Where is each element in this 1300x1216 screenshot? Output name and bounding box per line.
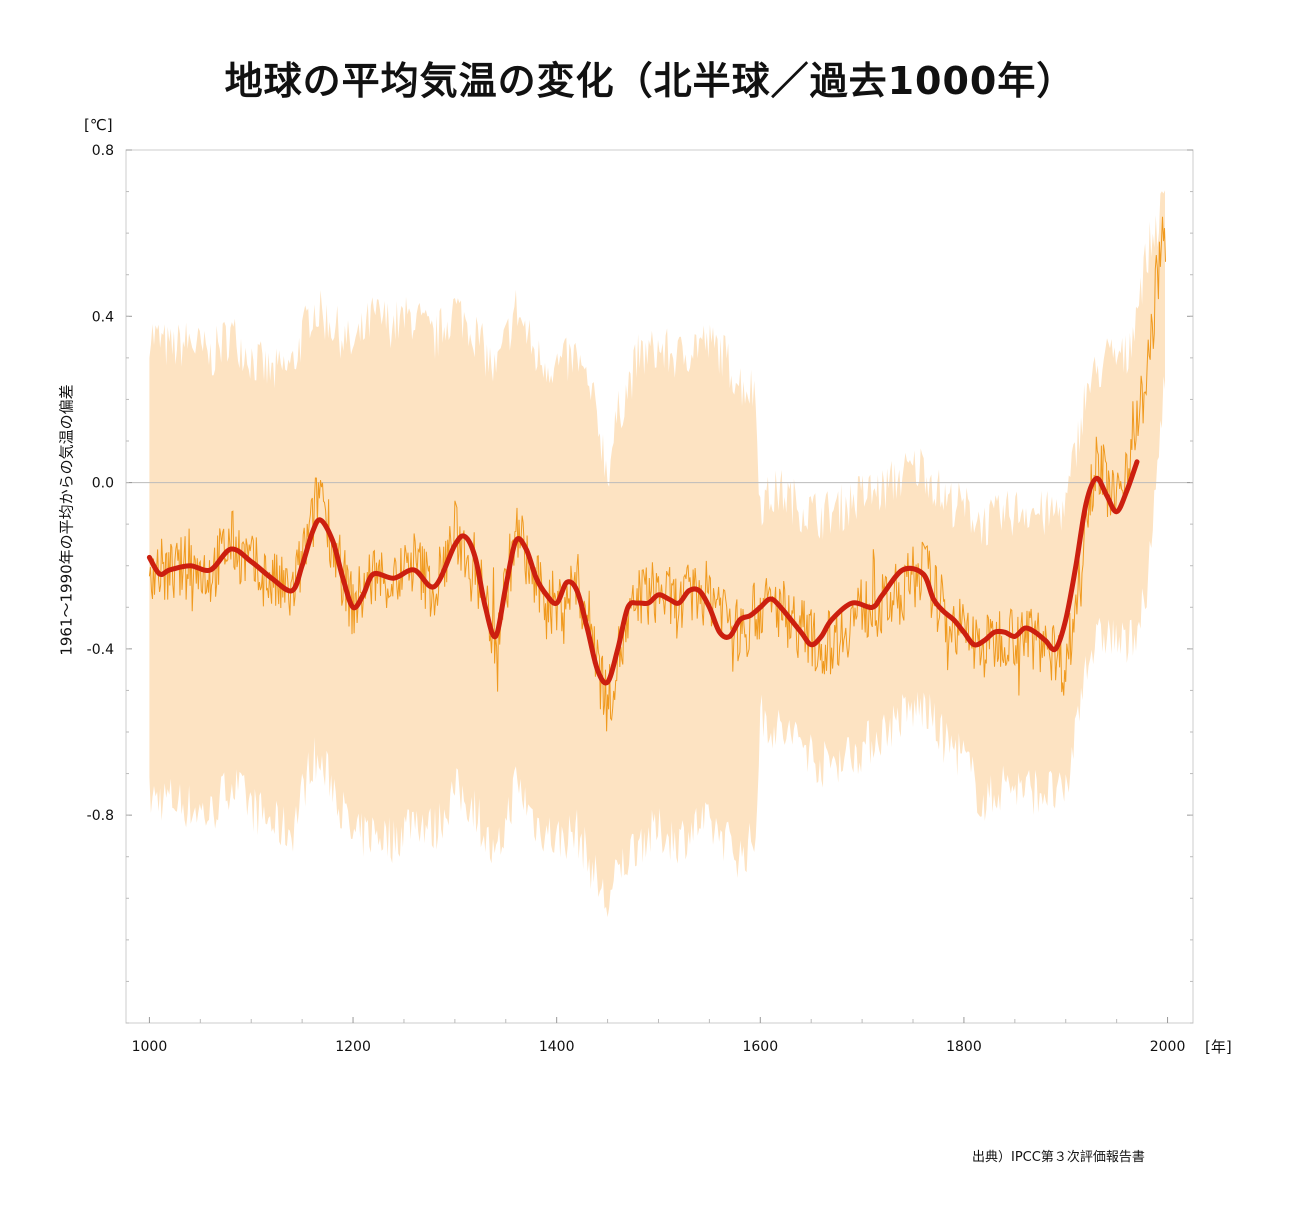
x-tick-label: 1200 [335,1039,371,1055]
x-tick-label: 1600 [742,1039,778,1055]
x-axis-unit: [年] [1205,1038,1232,1056]
axes-group: 0.8 0.4 0.0 -0.4 -0.8 1000 1200 1400 1600 1800 200… [87,143,1193,1055]
y-tick-label: -0.8 [87,808,114,824]
smoothed-series-line [146,459,1140,686]
smoothed-series-group [146,459,1140,686]
uncertainty-band [149,190,1165,918]
x-tick-label: 2000 [1150,1039,1186,1055]
source-note: 出典）IPCC第３次評価報告書 [972,1150,1145,1165]
chart-title: 地球の平均気温の変化（北半球／過去1000年） [224,59,1076,103]
y-tick-label: 0.0 [92,476,114,492]
uncertainty-band-group [149,190,1165,918]
y-axis-unit: [℃] [84,116,113,134]
x-tick-label: 1800 [946,1039,982,1055]
y-tick-label: 0.8 [92,143,114,159]
x-tick-label: 1000 [132,1039,168,1055]
y-tick-label: 0.4 [92,309,114,325]
y-tick-label: -0.4 [87,642,114,658]
x-tick-label: 1400 [539,1039,575,1055]
